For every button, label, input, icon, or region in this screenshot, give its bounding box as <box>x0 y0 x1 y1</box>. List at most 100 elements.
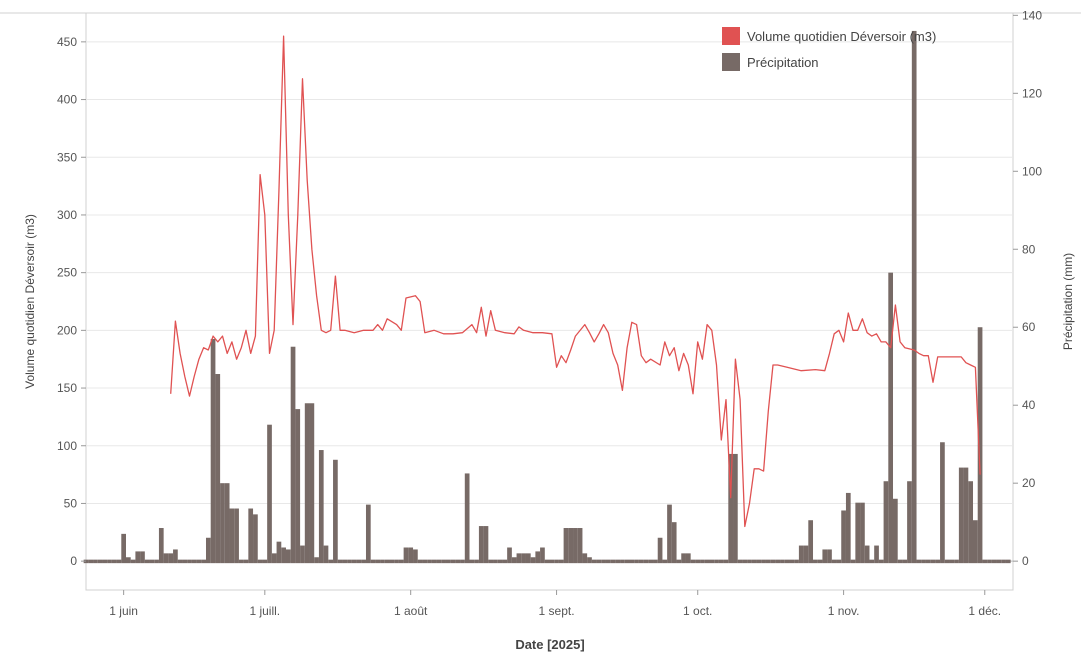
legend[interactable]: Volume quotidien Déversoir (m3) Précipita… <box>722 27 936 71</box>
precip-bar <box>192 560 197 564</box>
precip-bar <box>201 560 206 564</box>
precip-bar <box>785 560 790 564</box>
precip-bar <box>780 560 785 564</box>
precip-bar <box>399 560 404 564</box>
precip-bar <box>837 560 842 564</box>
precip-bar <box>601 560 606 564</box>
precip-bar <box>328 560 333 564</box>
precip-bar <box>197 560 202 564</box>
precip-bar <box>573 528 578 563</box>
precip-bar <box>855 503 860 563</box>
precip-bar <box>432 560 437 564</box>
y-right-tick-label: 40 <box>1022 398 1036 412</box>
precip-bar <box>168 553 173 563</box>
precip-bar <box>244 560 249 564</box>
precip-bar <box>380 560 385 564</box>
precip-bar <box>879 560 884 564</box>
precip-bar <box>907 481 912 563</box>
grid-layer <box>0 13 1081 590</box>
precip-bar <box>926 560 931 564</box>
precip-bar <box>752 560 757 564</box>
precip-bar <box>272 553 277 563</box>
precip-bar <box>968 481 973 563</box>
precip-bar <box>935 560 940 564</box>
precip-bar <box>869 560 874 564</box>
x-axis-title: Date [2025] <box>515 637 584 652</box>
precip-bar <box>559 560 564 564</box>
precip-bar <box>714 560 719 564</box>
precip-bar <box>422 560 427 564</box>
precip-bar <box>484 526 489 563</box>
precip-bar <box>568 528 573 563</box>
precip-bar <box>540 548 545 564</box>
precip-bar <box>921 560 926 564</box>
precip-bar <box>578 528 583 563</box>
precip-bar <box>357 560 362 564</box>
precip-bar <box>550 560 555 564</box>
precip-bar <box>182 560 187 564</box>
precip-bar <box>295 409 300 563</box>
legend-item-volume[interactable]: Volume quotidien Déversoir (m3) <box>722 27 936 45</box>
precip-bar <box>234 509 239 564</box>
precip-bar <box>794 560 799 564</box>
precip-bar <box>902 560 907 564</box>
precip-bar <box>215 374 220 563</box>
precip-bar <box>992 560 997 564</box>
precip-bars <box>84 31 1011 563</box>
precip-bar <box>479 526 484 563</box>
precip-bar <box>98 560 103 564</box>
precip-bar <box>1006 560 1011 564</box>
precip-bar <box>973 520 978 563</box>
precip-bar <box>705 560 710 564</box>
y-right-axis-title: Précipitation (mm) <box>1061 253 1075 350</box>
precip-bar <box>851 560 856 564</box>
precip-bar <box>347 560 352 564</box>
precip-bar <box>653 560 658 564</box>
precip-bar <box>258 560 263 564</box>
precip-bar <box>587 557 592 563</box>
y-left-tick-label: 0 <box>70 554 77 568</box>
y-right-tick-label: 60 <box>1022 320 1036 334</box>
precip-bar <box>460 560 465 564</box>
y-left-axis-title: Volume quotidien Déversoir (m3) <box>23 214 37 389</box>
precip-bar <box>173 549 178 563</box>
y-left-tick-label: 300 <box>57 208 77 222</box>
precip-bar <box>404 548 409 564</box>
precip-bar <box>964 468 969 564</box>
precip-bar <box>738 560 743 564</box>
precip-bar <box>93 560 98 564</box>
y-right-tick-label: 140 <box>1022 8 1042 22</box>
precip-bar <box>931 560 936 564</box>
y-left-tick-label: 50 <box>64 496 78 510</box>
precip-bar <box>498 560 503 564</box>
precip-bar <box>789 560 794 564</box>
precip-bar <box>150 560 155 564</box>
precip-bar <box>470 560 475 564</box>
precip-bar <box>592 560 597 564</box>
x-tick-label: 1 nov. <box>828 604 860 618</box>
precip-bar <box>126 557 131 563</box>
precip-bar <box>865 546 870 564</box>
precip-bar <box>535 551 540 563</box>
precip-bar <box>945 560 950 564</box>
legend-label-volume: Volume quotidien Déversoir (m3) <box>747 29 936 44</box>
precip-bar <box>521 553 526 563</box>
precip-bar <box>220 483 225 563</box>
precip-bar <box>206 538 211 563</box>
precip-bar <box>526 553 531 563</box>
y-right-tick-label: 120 <box>1022 86 1042 100</box>
precip-bar <box>493 560 498 564</box>
precip-bar <box>733 454 738 563</box>
y-left-tick-label: 450 <box>57 35 77 49</box>
precip-bar <box>352 560 357 564</box>
precip-bar <box>667 505 672 564</box>
legend-item-precip[interactable]: Précipitation <box>722 53 819 71</box>
precip-bar <box>888 273 893 564</box>
precip-bar <box>766 560 771 564</box>
precip-bar <box>319 450 324 563</box>
precip-bar <box>822 549 827 563</box>
precip-bar <box>441 560 446 564</box>
precip-bar <box>695 560 700 564</box>
precip-bar <box>338 560 343 564</box>
